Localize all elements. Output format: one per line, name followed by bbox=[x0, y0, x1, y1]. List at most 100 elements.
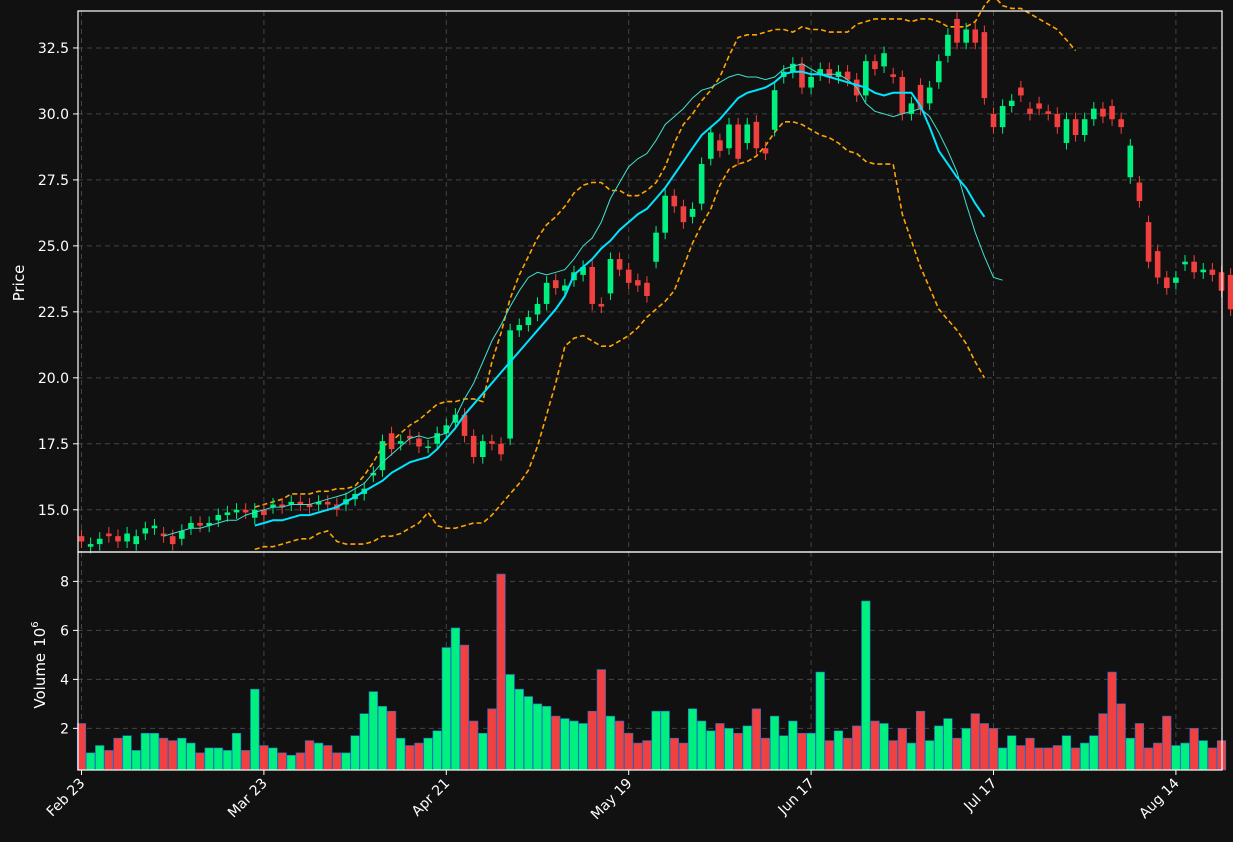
volume-bar bbox=[405, 745, 415, 771]
candle-body bbox=[926, 87, 933, 104]
volume-bar bbox=[624, 732, 634, 771]
candle-body bbox=[890, 74, 896, 77]
volume-bar bbox=[1070, 747, 1081, 771]
candle-body bbox=[817, 69, 824, 75]
volume-axis-label: Volume 106 bbox=[30, 621, 49, 708]
volume-bar bbox=[149, 732, 160, 771]
candle-body bbox=[160, 533, 167, 537]
volume-bar bbox=[1089, 735, 1099, 771]
volume-bar bbox=[86, 752, 96, 771]
volume-bar bbox=[1180, 742, 1190, 771]
candle-body bbox=[151, 525, 158, 529]
volume-bar bbox=[815, 671, 825, 771]
volume-bar bbox=[897, 728, 907, 771]
candle-body bbox=[744, 124, 751, 143]
candle-body bbox=[1072, 119, 1079, 136]
volume-bar bbox=[779, 735, 789, 771]
candle-body bbox=[434, 433, 440, 444]
volume-axis-label-exponent: 6 bbox=[30, 621, 41, 627]
volume-bar bbox=[496, 573, 506, 771]
candle-body bbox=[425, 446, 431, 448]
volume-bar bbox=[469, 720, 479, 771]
candle-body bbox=[206, 522, 212, 526]
candle-body bbox=[562, 285, 568, 291]
volume-bar bbox=[1043, 747, 1053, 771]
candle-body bbox=[279, 504, 285, 508]
candle-body bbox=[671, 195, 678, 207]
candle-body bbox=[288, 501, 295, 505]
candle-body bbox=[534, 303, 541, 315]
x-tick-label: Mar 23 bbox=[225, 776, 271, 822]
candle-body bbox=[96, 538, 103, 545]
volume-bar bbox=[350, 735, 360, 771]
volume-bar bbox=[751, 708, 761, 771]
candle-body bbox=[762, 148, 769, 154]
volume-bar bbox=[1171, 745, 1181, 771]
candle-body bbox=[607, 259, 614, 294]
volume-bar bbox=[578, 723, 588, 771]
x-tick-label: Apr 21 bbox=[409, 776, 453, 820]
volume-bar bbox=[906, 742, 917, 771]
volume-bar bbox=[1207, 747, 1217, 771]
volume-bar bbox=[797, 732, 807, 771]
volume-bar bbox=[934, 725, 944, 771]
x-tick-label: Jun 17 bbox=[775, 776, 818, 819]
candle-body bbox=[1018, 87, 1024, 96]
candle-body bbox=[461, 414, 468, 436]
price-tick-label: 22.5 bbox=[38, 305, 69, 321]
candle-body bbox=[124, 533, 130, 542]
volume-bar bbox=[1098, 713, 1108, 771]
volume-bar bbox=[788, 720, 798, 771]
volume-bar bbox=[1125, 737, 1135, 771]
volume-bar bbox=[952, 737, 962, 771]
x-tick-label: Aug 14 bbox=[1136, 775, 1182, 821]
candle-body bbox=[653, 232, 659, 262]
x-tick-label: May 19 bbox=[588, 776, 636, 824]
candle-body bbox=[680, 206, 687, 223]
volume-axis-label-base: 10 bbox=[31, 628, 49, 647]
volume-bar bbox=[514, 688, 524, 771]
bollinger-upper-line bbox=[254, 0, 1077, 508]
volume-bar bbox=[359, 713, 369, 771]
candle-body bbox=[324, 501, 331, 505]
candle-body bbox=[270, 504, 276, 508]
candle-body bbox=[917, 84, 924, 109]
volume-bar bbox=[605, 715, 616, 771]
candle-body bbox=[498, 443, 504, 455]
volume-tick-label: 8 bbox=[60, 574, 69, 590]
volume-tick-label: 2 bbox=[60, 721, 69, 737]
candle-body bbox=[753, 121, 760, 149]
volume-bar bbox=[842, 737, 853, 771]
price-tick-label: 30.0 bbox=[38, 107, 69, 123]
candle-body bbox=[1227, 274, 1233, 310]
volume-bar bbox=[268, 747, 278, 771]
volume-bar bbox=[332, 752, 342, 771]
candle-body bbox=[470, 435, 477, 457]
candle-body bbox=[1109, 106, 1115, 120]
volume-bar bbox=[277, 752, 287, 771]
candle-body bbox=[87, 544, 94, 547]
candle-body bbox=[1173, 277, 1179, 283]
ma-thick-line bbox=[254, 70, 986, 527]
volume-bar bbox=[1116, 703, 1126, 771]
moving-averages bbox=[163, 63, 1003, 537]
candle-body bbox=[133, 536, 140, 545]
candle-body bbox=[1081, 119, 1088, 136]
volume-bar bbox=[988, 728, 999, 771]
candle-body bbox=[1054, 113, 1061, 128]
volume-bar bbox=[961, 728, 971, 771]
volume-bar bbox=[423, 737, 433, 771]
bollinger-lower-line bbox=[254, 121, 986, 551]
volume-bar bbox=[724, 728, 734, 771]
candle-body bbox=[963, 29, 969, 43]
candle-body bbox=[224, 512, 231, 516]
candle-body bbox=[315, 501, 322, 505]
candle-body bbox=[1036, 103, 1042, 109]
volume-bar bbox=[979, 723, 989, 771]
candle-body bbox=[233, 509, 240, 513]
candle-body bbox=[662, 195, 668, 233]
volume-bar bbox=[733, 732, 743, 771]
volume-bar bbox=[505, 674, 515, 771]
volume-bar bbox=[231, 732, 242, 771]
